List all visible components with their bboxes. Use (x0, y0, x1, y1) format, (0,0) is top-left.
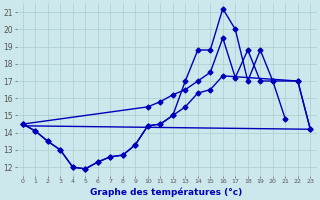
X-axis label: Graphe des températures (°c): Graphe des températures (°c) (91, 187, 243, 197)
